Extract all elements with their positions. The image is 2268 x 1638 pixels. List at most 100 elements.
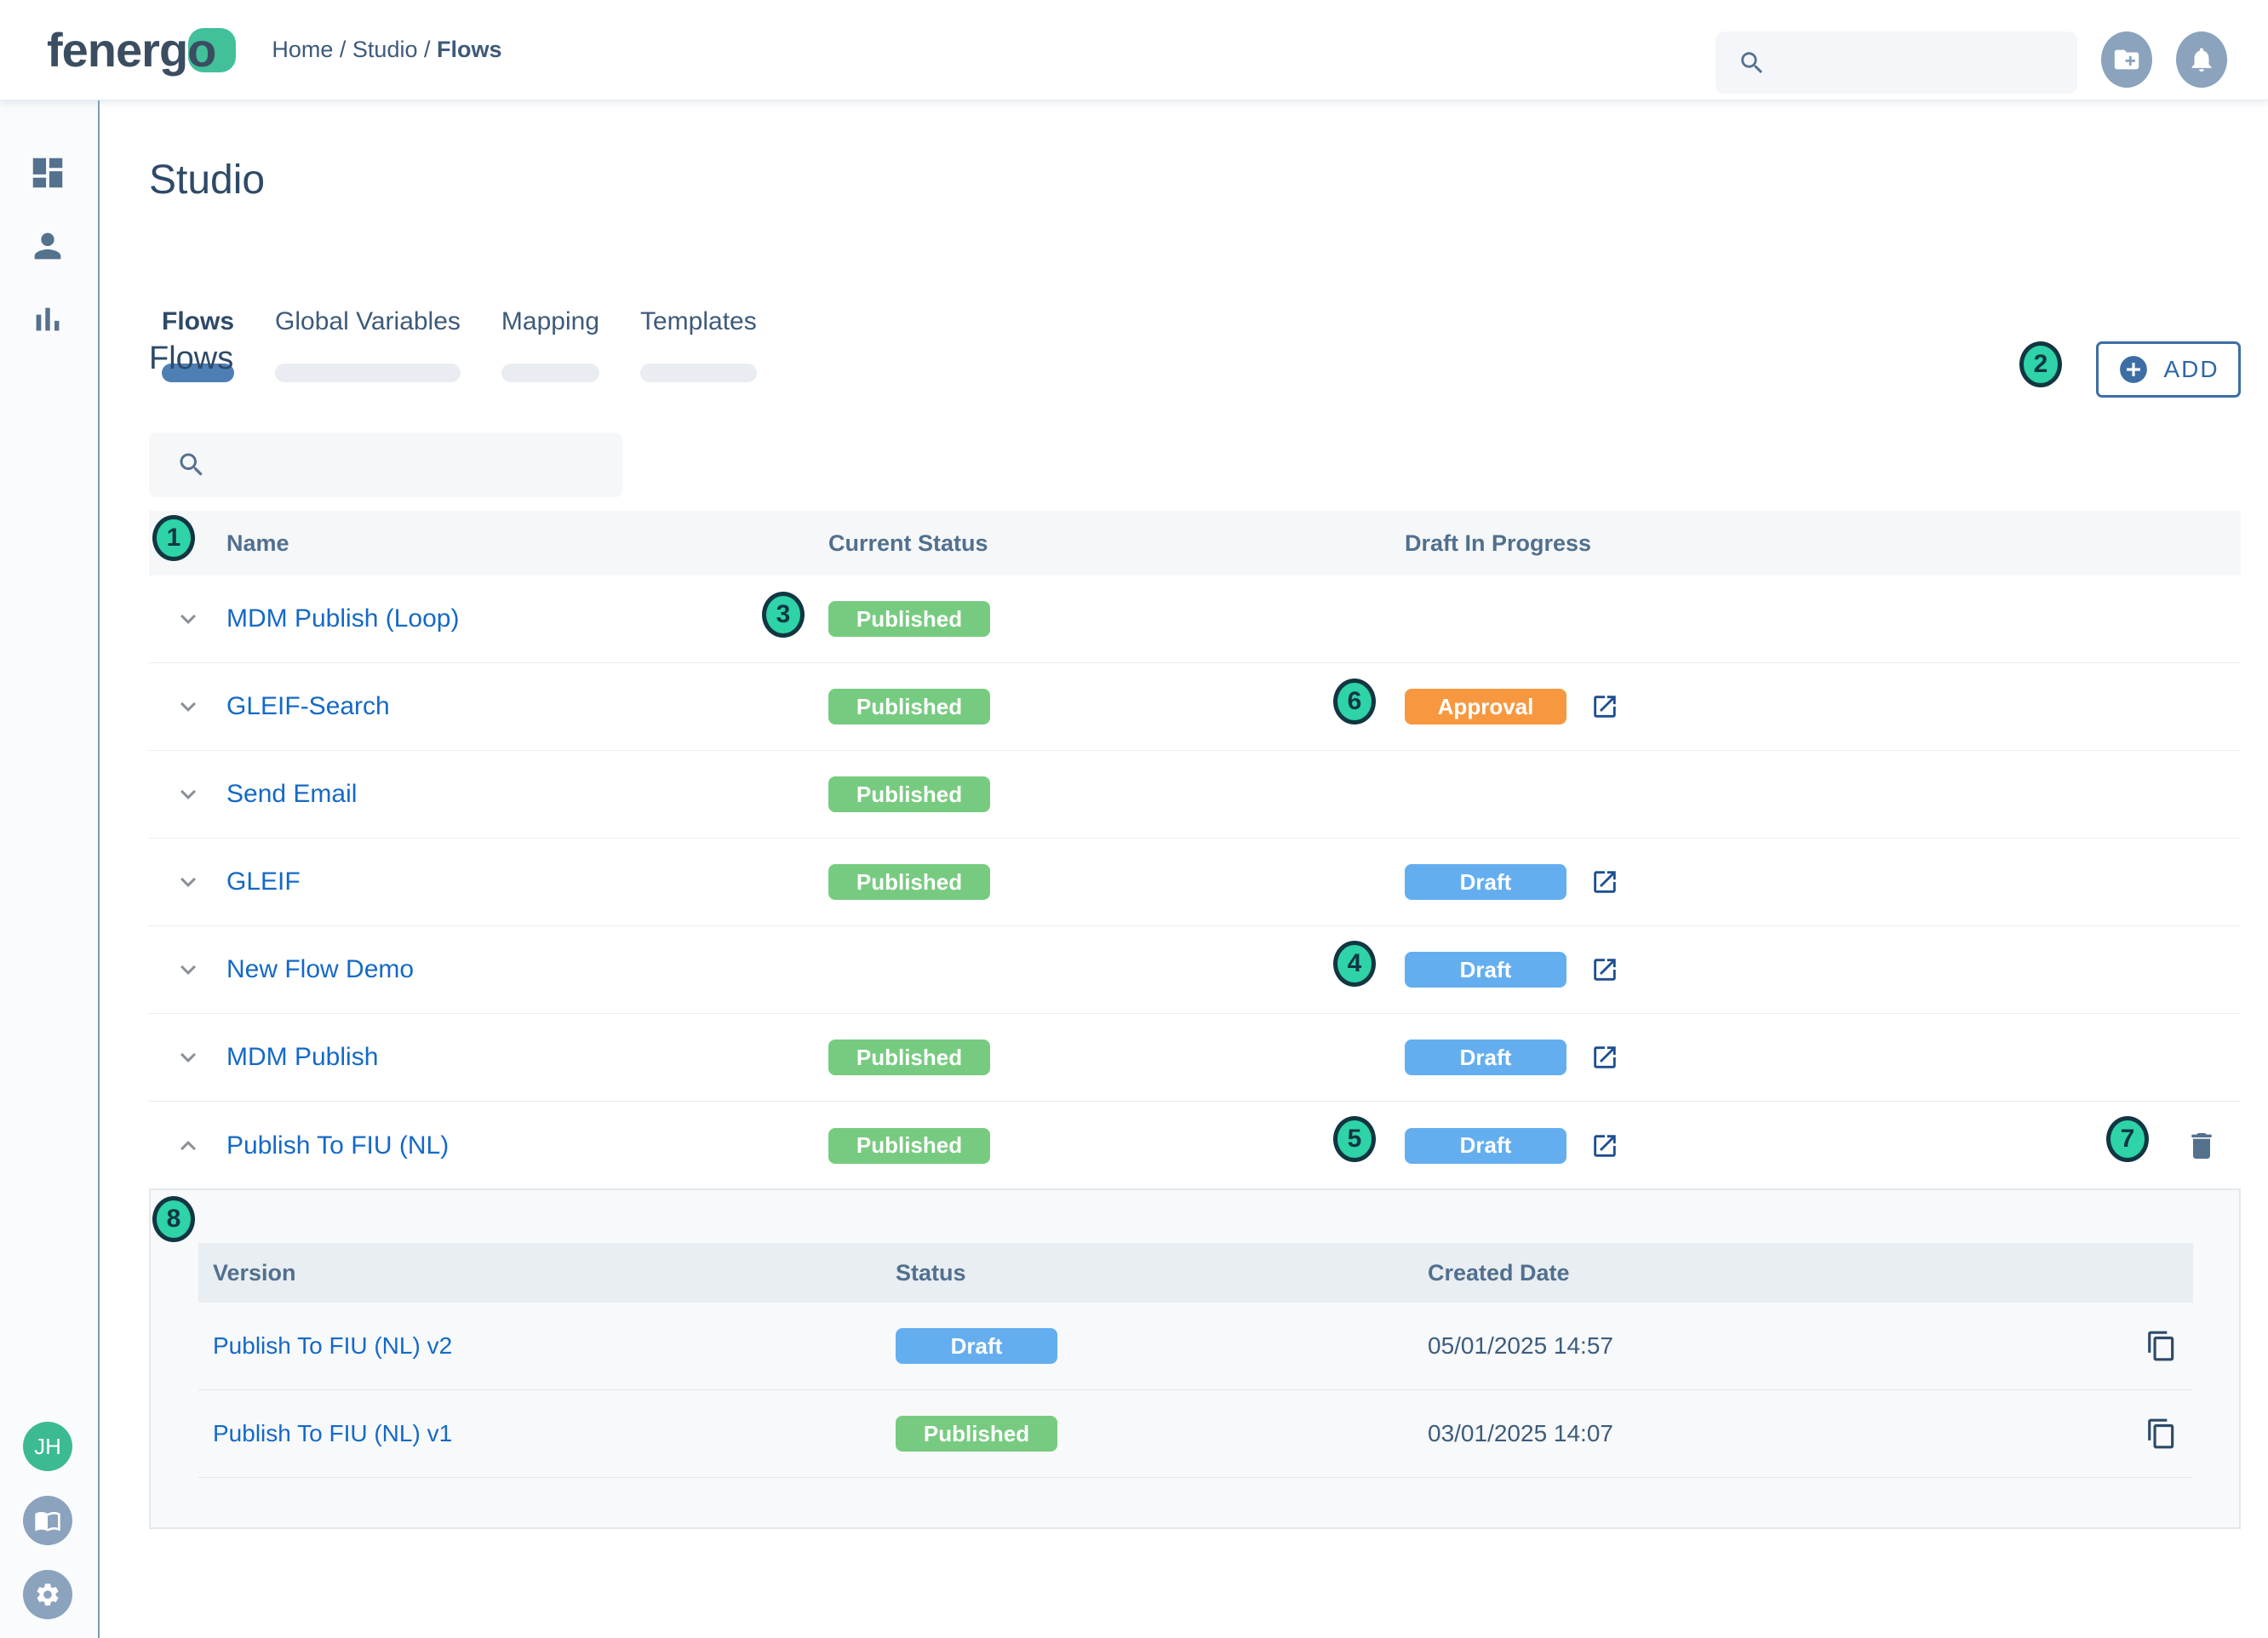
breadcrumb: Home / Studio / Flows	[272, 37, 501, 63]
flow-name-link[interactable]: GLEIF	[226, 868, 301, 896]
annotation-6: 6	[1333, 679, 1376, 724]
column-header-version: Version	[213, 1259, 296, 1286]
annotation-4: 4	[1333, 941, 1376, 987]
table-row: GLEIF-Search Published Approval	[149, 663, 2241, 751]
status-badge: Published	[828, 689, 990, 724]
table-row: GLEIF Published Draft	[149, 839, 2241, 926]
flow-name-link[interactable]: MDM Publish	[226, 1043, 379, 1071]
version-name-link[interactable]: Publish To FIU (NL) v1	[213, 1420, 453, 1446]
column-header-created-date: Created Date	[1428, 1259, 1570, 1286]
open-draft-icon[interactable]	[1590, 692, 1619, 721]
flows-search-input[interactable]	[220, 451, 595, 478]
sidebar-item-users[interactable]	[28, 226, 67, 266]
tab-mapping[interactable]: Mapping	[489, 307, 612, 382]
logo-pill-shape	[188, 27, 237, 72]
open-draft-icon[interactable]	[1590, 1131, 1619, 1160]
tab-flows[interactable]: Flows	[149, 307, 247, 382]
flows-section-title: Flows	[149, 341, 234, 376]
version-status-badge: Draft	[896, 1328, 1057, 1364]
breadcrumb-separator: /	[339, 37, 352, 62]
annotation-8: 8	[152, 1196, 195, 1242]
studio-tabs: Flows Global Variables Mapping Templates	[149, 307, 785, 382]
draft-badge[interactable]: Approval	[1405, 689, 1566, 724]
status-badge: Published	[828, 864, 990, 900]
open-draft-icon[interactable]	[1590, 868, 1619, 896]
breadcrumb-separator: /	[424, 37, 438, 62]
chevron-down-icon[interactable]	[173, 1042, 203, 1073]
version-row: Publish To FIU (NL) v1 Published 03/01/2…	[198, 1390, 2193, 1478]
global-search-input[interactable]	[1778, 49, 2051, 76]
table-row: MDM Publish Published Draft	[149, 1014, 2241, 1102]
search-icon	[180, 453, 203, 476]
table-row: Send Email Published	[149, 751, 2241, 839]
sidebar-item-reports[interactable]	[28, 300, 67, 339]
settings-button[interactable]	[23, 1570, 72, 1619]
open-draft-icon[interactable]	[1590, 1043, 1619, 1072]
annotation-2: 2	[2019, 341, 2062, 387]
table-row: MDM Publish (Loop) Published	[149, 576, 2241, 663]
open-draft-icon[interactable]	[1590, 955, 1619, 984]
table-row: New Flow Demo Draft	[149, 926, 2241, 1014]
flow-name-link[interactable]: Send Email	[226, 780, 358, 808]
tab-global-variables[interactable]: Global Variables	[262, 307, 473, 382]
chevron-down-icon[interactable]	[173, 954, 203, 985]
status-badge: Published	[828, 1040, 990, 1075]
draft-badge[interactable]: Draft	[1405, 1127, 1566, 1164]
draft-badge[interactable]: Draft	[1405, 864, 1566, 900]
add-button-label: ADD	[2163, 356, 2219, 382]
chevron-up-icon[interactable]	[173, 1131, 203, 1161]
tab-global-variables-indicator	[275, 364, 461, 382]
flows-search	[149, 432, 622, 497]
copy-version-icon[interactable]	[2145, 1418, 2178, 1450]
chevron-down-icon[interactable]	[173, 604, 203, 634]
tab-templates[interactable]: Templates	[627, 307, 770, 382]
tab-mapping-indicator	[501, 364, 599, 382]
breadcrumb-home[interactable]: Home	[272, 37, 334, 62]
add-flow-button[interactable]: ADD	[2096, 341, 2241, 398]
new-folder-button[interactable]	[2101, 32, 2152, 88]
sidebar-item-dashboard[interactable]	[28, 153, 67, 192]
bar-chart-icon	[36, 307, 60, 331]
add-circle-icon	[2120, 356, 2148, 383]
breadcrumb-studio[interactable]: Studio	[352, 37, 418, 62]
copy-version-icon[interactable]	[2145, 1330, 2178, 1362]
bell-icon	[2191, 48, 2212, 72]
avatar-initials: JH	[34, 1433, 61, 1459]
draft-badge[interactable]: Draft	[1405, 952, 1566, 988]
column-header-name: Name	[226, 530, 289, 556]
delete-flow-icon[interactable]	[2185, 1129, 2219, 1163]
book-icon	[35, 1512, 60, 1532]
tab-flows-indicator	[162, 364, 235, 382]
chevron-down-icon[interactable]	[173, 779, 203, 810]
flow-name-link[interactable]: Publish To FIU (NL)	[226, 1131, 450, 1160]
logo-text: fenergo	[47, 23, 216, 77]
notifications-button[interactable]	[2176, 32, 2227, 88]
flow-name-link[interactable]: New Flow Demo	[226, 955, 415, 983]
page-title: Studio	[149, 158, 266, 203]
breadcrumb-current: Flows	[437, 37, 502, 62]
user-avatar[interactable]: JH	[23, 1422, 72, 1471]
topbar: fenergo Home / Studio / Flows	[0, 0, 2268, 100]
folder-plus-icon	[2114, 49, 2139, 70]
flow-name-link[interactable]: GLEIF-Search	[226, 692, 390, 720]
versions-table: Version Status Created Date Publish To F…	[198, 1243, 2193, 1478]
flow-name-link[interactable]: MDM Publish (Loop)	[226, 604, 460, 633]
chevron-down-icon[interactable]	[173, 867, 203, 897]
column-header-version-status: Status	[896, 1259, 966, 1286]
main-content: Studio Flows Global Variables Mapping Te…	[100, 100, 2268, 1638]
annotation-3: 3	[762, 592, 805, 638]
versions-table-header: Version Status Created Date	[198, 1243, 2193, 1303]
fenergo-logo[interactable]: fenergo	[47, 22, 237, 77]
docs-button[interactable]	[23, 1496, 72, 1545]
version-created-date: 05/01/2025 14:57	[1428, 1332, 1613, 1359]
version-created-date: 03/01/2025 14:07	[1428, 1420, 1613, 1446]
dashboard-icon	[32, 158, 63, 188]
search-icon	[1741, 51, 1763, 73]
draft-badge[interactable]: Draft	[1405, 1040, 1566, 1075]
versions-panel: Version Status Created Date Publish To F…	[149, 1188, 2241, 1529]
global-search	[1715, 32, 2077, 94]
flows-table-header: Name Current Status Draft In Progress	[149, 511, 2241, 576]
version-name-link[interactable]: Publish To FIU (NL) v2	[213, 1332, 453, 1359]
chevron-down-icon[interactable]	[173, 691, 203, 722]
